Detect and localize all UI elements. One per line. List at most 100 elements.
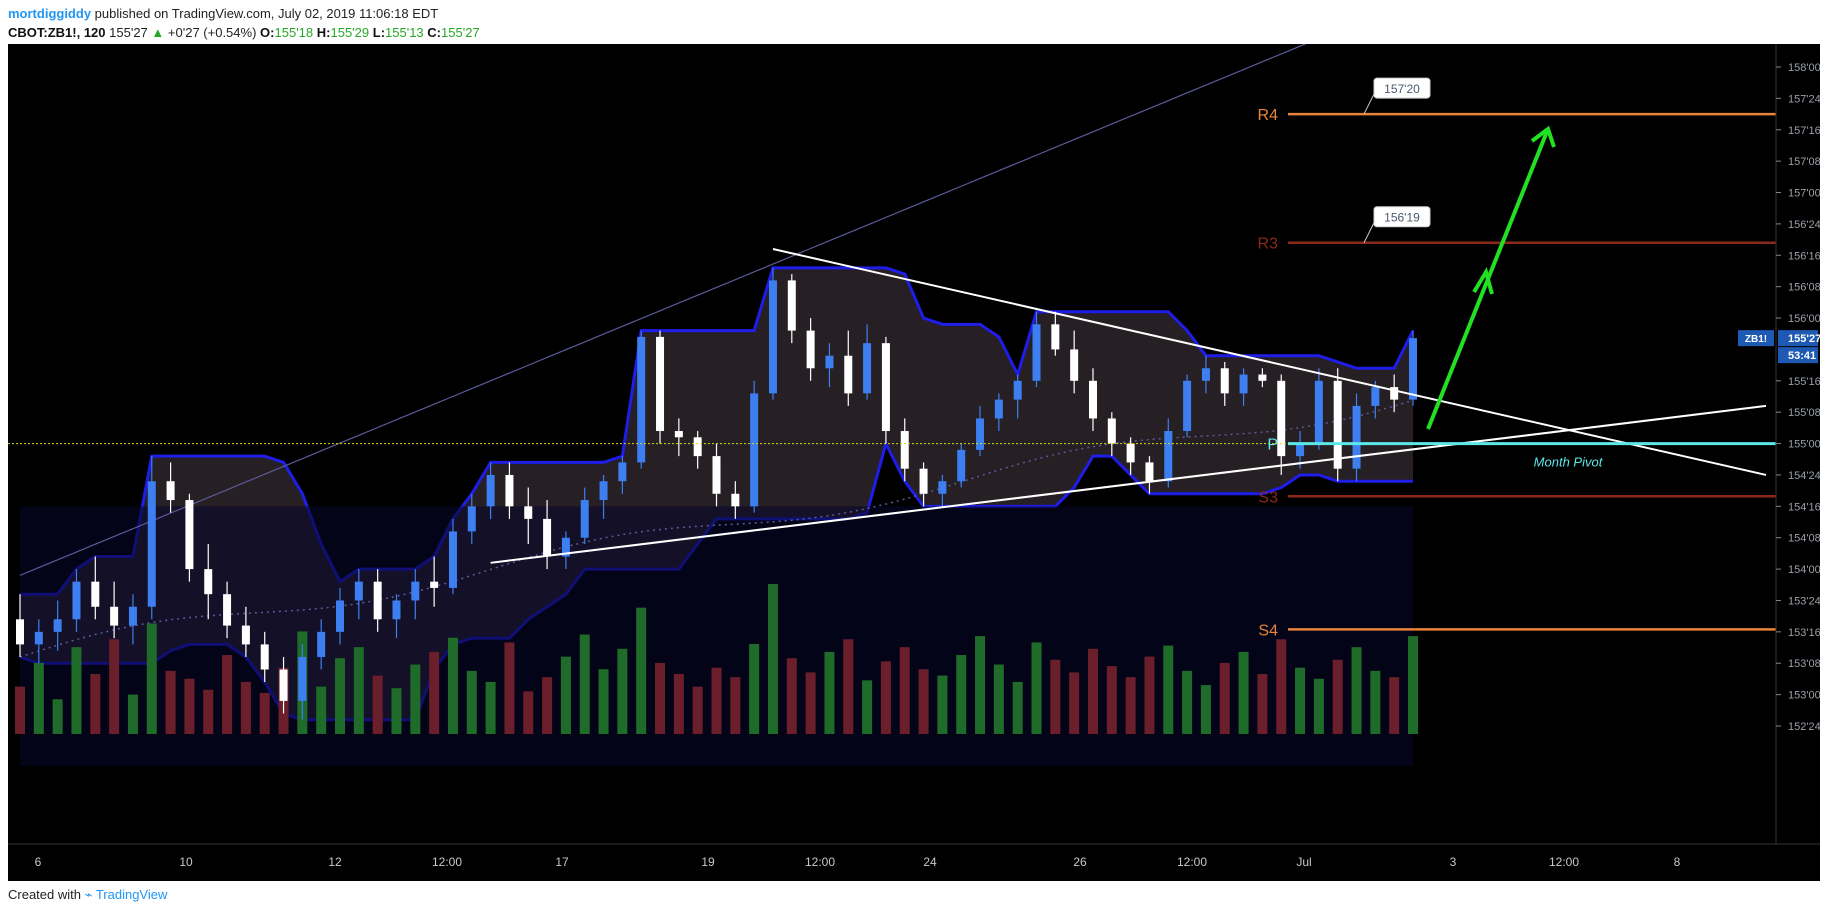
candle-body <box>1390 387 1399 400</box>
volume-bar <box>1276 639 1287 734</box>
price-tick-label: 155'00 <box>1788 439 1820 451</box>
level-label-p: P <box>1267 437 1278 454</box>
price-tick-label: 153'00 <box>1788 690 1820 702</box>
close-value: 155'27 <box>441 25 480 40</box>
candle-body <box>1296 443 1305 457</box>
last-price: 155'27 <box>109 25 148 40</box>
low-label: L: <box>372 25 386 40</box>
candle-body <box>354 581 363 601</box>
candle-body <box>1333 380 1342 469</box>
volume-bar <box>786 658 797 734</box>
candle-body <box>204 569 213 595</box>
candle-body <box>185 500 194 570</box>
volume-bar <box>749 644 760 734</box>
symbol-tag <box>1738 330 1774 347</box>
price-chart[interactable]: R4 157'20 R3 156'19 P Month Pivot S3 S4 158'00 15… <box>8 0 1821 881</box>
time-tick-label: 12:00 <box>432 855 462 869</box>
author-link[interactable]: mortdiggiddy <box>8 6 92 21</box>
volume-bar <box>372 675 383 734</box>
candle-body <box>448 531 457 588</box>
candle-body <box>223 594 232 626</box>
volume-bar <box>1257 674 1268 734</box>
candle-body <box>637 336 646 463</box>
candle-body <box>1013 380 1022 400</box>
tradingview-logo-icon: ⌁ <box>84 887 93 902</box>
callout-pointer <box>1363 93 1375 115</box>
volume-bar <box>843 639 854 734</box>
level-label-r3: R3 <box>1258 236 1279 253</box>
volume-bar <box>956 655 967 734</box>
time-axis <box>8 844 1820 881</box>
volume-bar <box>316 686 327 734</box>
candle-body <box>505 474 514 507</box>
volume-bar <box>466 670 477 734</box>
candle-body <box>91 581 100 607</box>
candle-body <box>1145 462 1154 482</box>
candle-body <box>1164 431 1173 482</box>
volume-bar <box>1106 666 1117 734</box>
candle-body <box>53 619 62 632</box>
chart-header: mortdiggiddy published on TradingView.co… <box>8 4 480 44</box>
time-tick-label: 12:00 <box>1177 855 1207 869</box>
channel-upper-line <box>20 266 1415 596</box>
price-tick-label: 153'24 <box>1788 595 1820 607</box>
candle-body <box>712 456 721 494</box>
created-with: Created with <box>8 887 81 902</box>
time-tick-label: 12:00 <box>1549 855 1579 869</box>
level-label-s4: S4 <box>1258 622 1278 639</box>
volume-bar <box>918 669 929 734</box>
price-tick-label: 157'08 <box>1788 156 1820 168</box>
callout-box <box>1373 206 1431 228</box>
candle-body <box>524 506 533 519</box>
volume-bar <box>711 667 722 734</box>
candle-body <box>1183 380 1192 432</box>
volume-bar <box>240 681 251 734</box>
volume-bar <box>52 699 63 734</box>
candle-body <box>674 431 683 438</box>
publish-info: published on TradingView.com, July 02, 2… <box>94 6 439 21</box>
candle-body <box>279 669 288 701</box>
candle-body <box>467 506 476 532</box>
candle-body <box>1314 380 1323 444</box>
volume-bar <box>824 651 835 734</box>
volume-bar <box>542 677 553 734</box>
volume-bar <box>1370 670 1381 734</box>
countdown-tag-text: 53:41 <box>1788 350 1816 362</box>
quote-line: CBOT:ZB1!, 120 155'27 ▲ +0'27 (+0.54%) O… <box>8 23 480 42</box>
candle-body <box>241 625 250 645</box>
volume-bar <box>1182 670 1193 734</box>
chart-area[interactable]: R4 157'20 R3 156'19 P Month Pivot S3 S4 158'00 15… <box>8 0 1821 881</box>
volume-bar <box>1012 681 1023 734</box>
volume-bar <box>1408 636 1418 734</box>
candle-body <box>298 656 307 701</box>
volume-bar <box>1050 659 1061 734</box>
volume-bar <box>673 674 684 734</box>
volume-bar <box>1295 667 1306 734</box>
volume-bar <box>880 661 891 734</box>
volume-bar <box>692 686 703 734</box>
ascending-trendline <box>490 404 1767 564</box>
volume-bar <box>1125 677 1136 734</box>
volume-bar <box>805 672 816 734</box>
volume-bar <box>1351 647 1362 734</box>
candle-body <box>750 393 759 507</box>
tradingview-link[interactable]: TradingView <box>95 887 168 902</box>
volume-bar <box>862 680 873 734</box>
volume-bar <box>222 655 233 734</box>
level-label-r4: R4 <box>1258 107 1279 124</box>
candle-body <box>1277 380 1286 457</box>
candle-body <box>844 355 853 394</box>
volume-bar <box>1238 651 1249 734</box>
price-tick-label: 156'00 <box>1788 313 1820 325</box>
volume-bar <box>146 623 157 734</box>
price-tick-label: 154'08 <box>1788 533 1820 545</box>
callout-text: 156'19 <box>1384 211 1420 225</box>
price-tick-label: 154'24 <box>1788 470 1820 482</box>
price-tick-label: 157'16 <box>1788 125 1820 137</box>
high-value: 155'29 <box>330 25 370 40</box>
price-tick-label: 158'00 <box>1788 62 1820 74</box>
volume-bar <box>15 686 25 734</box>
volume-bar <box>391 688 402 734</box>
price-tick-label: 157'24 <box>1788 93 1820 105</box>
time-tick-label: 10 <box>179 855 193 869</box>
